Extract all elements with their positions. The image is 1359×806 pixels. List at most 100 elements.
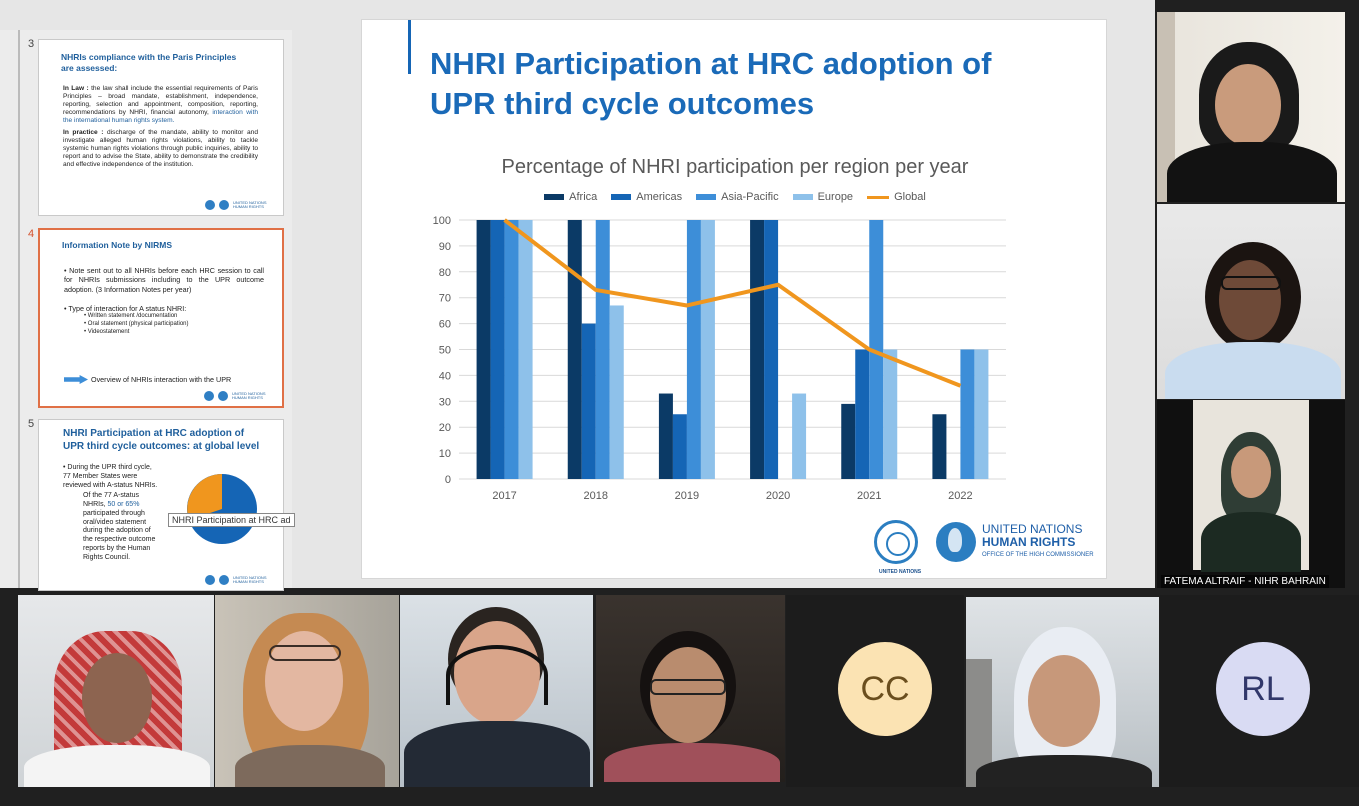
thumbnail-body: • Note sent out to all NHRIs before each… (64, 266, 265, 336)
thumbnail-body: In Law : the law shall include the essen… (63, 85, 258, 169)
legend-label: Asia-Pacific (721, 191, 779, 203)
video-tile-participant-rl[interactable]: RL (1160, 595, 1359, 787)
bar-asia-pacific-2022 (960, 349, 975, 479)
sub-bullet: Videostatement (87, 329, 130, 336)
y-tick-label: 100 (433, 215, 451, 227)
bar-europe-2020 (792, 393, 807, 479)
legend-label: Europe (817, 191, 854, 203)
video-tile-participant[interactable] (1157, 12, 1345, 202)
legend-item: Global (867, 191, 926, 203)
legend-item: Africa (544, 191, 597, 203)
y-tick-label: 70 (439, 293, 451, 305)
un-logos: UNITED NATIONS UNITED NATIONS HUMAN RIGH… (874, 520, 1094, 575)
video-tile-fatema-altraif[interactable]: FATEMA ALTRAIF - NIHR BAHRAIN (1157, 400, 1345, 588)
video-tile-participant[interactable] (1157, 204, 1345, 399)
thumbnail-scrollbar[interactable] (18, 30, 20, 588)
bar-chart: 0 10 20 30 40 50 60 70 80 90 100 2017 2018 2019 2020 20… (433, 215, 1006, 502)
bar-americas-2019 (672, 414, 687, 479)
law-label: In Law : (63, 85, 89, 92)
legend-swatch (611, 194, 632, 200)
un-emblem-icon: UNITED NATIONS (874, 520, 921, 575)
slide-number: 5 (28, 418, 35, 430)
y-tick-label: 80 (439, 267, 451, 279)
bar-africa-2020 (750, 220, 765, 479)
bar-europe-2017 (518, 220, 533, 479)
video-tile-participant[interactable] (966, 597, 1159, 787)
bar-asia-pacific-2019 (686, 220, 701, 479)
sub-bullet: Oral statement (physical participation) (87, 321, 189, 328)
legend-item: Americas (611, 191, 682, 203)
overview-link: Overview of NHRIs interaction with the U… (64, 375, 231, 384)
chart-legend: Africa Americas Asia-Pacific Europe Global (362, 191, 1108, 203)
bar-americas-2021 (855, 349, 870, 479)
slide-title: NHRI Participation at HRC adoption of UP… (430, 46, 992, 121)
y-tick-label: 90 (439, 241, 451, 253)
un-logo-mini: UNITED NATIONS HUMAN RIGHTS (204, 391, 274, 401)
video-tile-participant[interactable] (596, 595, 785, 782)
slide-number: 4 (28, 228, 35, 240)
thumbnail-title: NHRIs compliance with the Paris Principl… (61, 52, 237, 73)
y-tick-label: 40 (439, 370, 451, 382)
video-tile-participant[interactable] (400, 595, 593, 787)
pie-chart-mini (187, 474, 257, 544)
x-tick-label: 2022 (948, 490, 972, 502)
chart-title: Percentage of NHRI participation per reg… (501, 156, 969, 178)
thumbnail-title: NHRI Participation at HRC adoption of UP… (63, 428, 260, 452)
bar-africa-2017 (476, 220, 491, 479)
law-blue-text: interaction with the international human… (63, 109, 258, 125)
thumbnail-bullet: Note sent out to all NHRIs before each H… (64, 266, 265, 294)
legend-item: Asia-Pacific (696, 191, 779, 203)
video-tile-participant-cc[interactable]: CC (786, 595, 964, 787)
slide-number: 3 (28, 38, 35, 50)
bar-asia-pacific-2021 (869, 220, 884, 479)
line-global (503, 218, 962, 388)
legend-swatch (792, 194, 813, 200)
avatar-initials: CC (838, 642, 932, 736)
legend-item: Europe (792, 191, 854, 203)
bar-europe-2021 (883, 349, 898, 479)
slide-thumbnail-5[interactable]: NHRI Participation at HRC adoption of UP… (38, 419, 284, 591)
bar-asia-pacific-2018 (595, 220, 610, 479)
bar-europe-2022 (974, 349, 989, 479)
sub-bullet: Written statement /documentation (87, 313, 178, 320)
arrow-right-icon (64, 375, 88, 384)
slide-thumbnail-4-selected[interactable]: Information Note by NIRMS • Note sent ou… (38, 228, 284, 408)
y-tick-label: 20 (439, 422, 451, 434)
practice-text: discharge of the mandate, ability to mon… (63, 129, 258, 169)
legend-swatch (696, 194, 717, 200)
bar-africa-2018 (567, 220, 582, 479)
slide-thumbnail-panel[interactable]: 3 NHRIs compliance with the Paris Princi… (0, 30, 292, 591)
presentation-area: 3 NHRIs compliance with the Paris Princi… (0, 0, 1155, 591)
legend-label: Americas (636, 191, 683, 203)
bar-europe-2018 (609, 305, 624, 479)
x-tick-label: 2020 (766, 490, 790, 502)
thumbnail-bullet: Type of interaction for A status NHRI: (68, 304, 187, 314)
bar-europe-2019 (700, 220, 715, 479)
y-tick-label: 0 (445, 474, 451, 486)
y-tick-label: 60 (439, 319, 451, 331)
bar-africa-2022 (932, 414, 947, 479)
slide-thumbnail-3[interactable]: NHRIs compliance with the Paris Principl… (38, 39, 284, 216)
bar-americas-2018 (581, 323, 596, 479)
title-accent-bar (408, 20, 411, 74)
y-tick-label: 50 (439, 345, 451, 357)
legend-swatch (867, 195, 890, 199)
legend-label: Africa (569, 191, 598, 203)
x-tick-label: 2018 (584, 490, 608, 502)
avatar-initials: RL (1216, 642, 1310, 736)
bar-africa-2019 (658, 393, 673, 479)
un-logo-mini: UNITED NATIONS HUMAN RIGHTS (205, 200, 275, 210)
legend-label: Global (894, 191, 926, 203)
x-tick-label: 2017 (492, 490, 516, 502)
thumbnail-tooltip: NHRI Participation at HRC ad (168, 513, 295, 527)
bar-americas-2020 (764, 220, 779, 479)
main-slide: NHRI Participation at HRC adoption of UP… (361, 19, 1107, 579)
bar-americas-2017 (490, 220, 505, 479)
un-human-rights-logo: UNITED NATIONS HUMAN RIGHTS OFFICE OF TH… (936, 522, 1094, 562)
participant-name: FATEMA ALTRAIF - NIHR BAHRAIN (1161, 575, 1329, 588)
practice-label: In practice : (63, 129, 104, 137)
human-rights-emblem-icon (936, 522, 976, 562)
video-tile-participant[interactable] (18, 595, 214, 787)
x-tick-label: 2019 (675, 490, 699, 502)
video-tile-participant[interactable] (215, 595, 399, 787)
